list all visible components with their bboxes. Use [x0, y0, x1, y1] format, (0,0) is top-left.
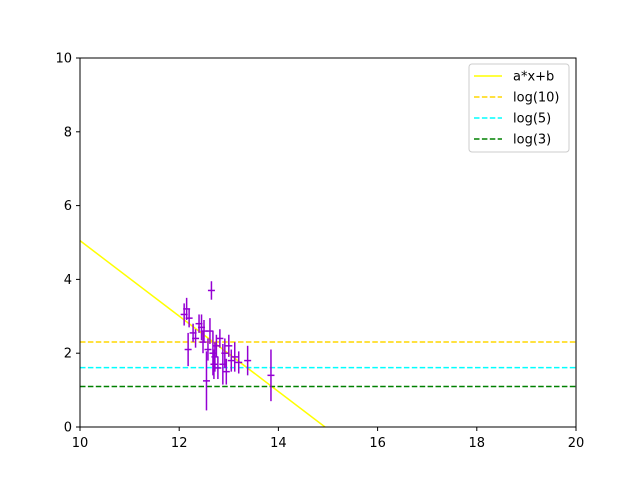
y-tick-label: 0 [64, 421, 72, 436]
y-axis-ticks: 0 2 4 6 8 10 [55, 52, 80, 436]
x-tick-label: 18 [469, 436, 486, 451]
plot-frame [79, 57, 577, 428]
data-point [207, 281, 215, 300]
legend: a*x+b log(10) log(5) log(3) [468, 63, 570, 153]
data-point [202, 351, 210, 411]
data-point [227, 349, 235, 372]
x-tick-label: 20 [568, 436, 585, 451]
legend-box [468, 63, 570, 153]
y-tick-label: 2 [64, 347, 72, 362]
y-tick-label: 6 [64, 199, 72, 214]
data-point [221, 338, 229, 368]
data-point [244, 345, 252, 376]
data-point [216, 329, 224, 348]
legend-label: log(3) [513, 133, 551, 148]
data-point [222, 358, 230, 385]
legend-label: log(10) [513, 91, 560, 106]
data-point [184, 332, 192, 367]
data-point [204, 338, 212, 361]
data-point [231, 342, 239, 372]
legend-entry: log(3) [474, 133, 551, 148]
x-tick-label: 10 [72, 436, 89, 451]
y-tick-label: 10 [55, 52, 72, 67]
y-tick-label: 4 [64, 273, 72, 288]
data-layer [80, 240, 576, 427]
legend-entry: log(10) [474, 91, 560, 106]
y-tick-label: 8 [64, 125, 72, 140]
data-point [185, 308, 193, 328]
legend-label: log(5) [513, 112, 551, 127]
data-point [225, 334, 233, 357]
x-axis-ticks: 10 12 14 16 18 20 [72, 427, 585, 451]
data-point [200, 319, 208, 343]
data-point [235, 351, 243, 374]
data-point [214, 356, 222, 380]
data-point [267, 349, 275, 402]
data-point [210, 349, 218, 380]
data-point [192, 329, 200, 348]
legend-entry: a*x+b [474, 70, 554, 85]
legend-label: a*x+b [513, 70, 554, 85]
x-tick-label: 16 [369, 436, 386, 451]
data-point [199, 331, 207, 354]
legend-entry: log(5) [474, 112, 551, 127]
x-tick-label: 14 [270, 436, 287, 451]
x-tick-label: 12 [171, 436, 188, 451]
